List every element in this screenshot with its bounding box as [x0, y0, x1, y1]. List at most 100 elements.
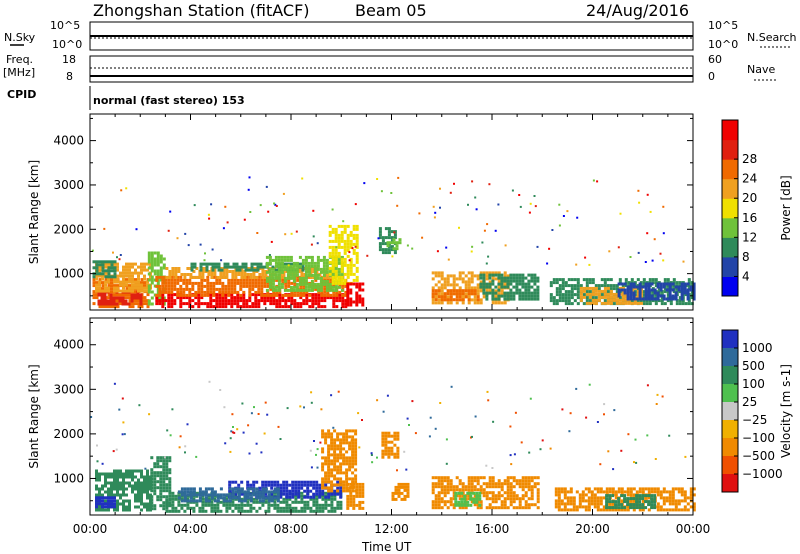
data-cell	[528, 451, 531, 454]
data-cell	[140, 496, 143, 500]
data-cell	[527, 282, 531, 286]
data-cell	[92, 290, 96, 294]
data-cell	[310, 258, 314, 262]
data-cell	[322, 261, 326, 265]
data-cell	[331, 227, 335, 231]
data-cell	[116, 508, 119, 512]
data-cell	[286, 267, 290, 271]
data-cell	[491, 288, 495, 292]
data-cell	[302, 284, 306, 288]
data-cell	[686, 288, 690, 292]
data-cell	[506, 297, 510, 301]
data-cell	[611, 502, 615, 506]
data-cell	[252, 487, 256, 491]
data-cell	[594, 286, 598, 290]
data-cell	[188, 287, 192, 291]
data-cell	[342, 459, 346, 463]
data-cell	[633, 301, 637, 305]
data-cell	[237, 483, 241, 487]
data-cell	[300, 273, 304, 276]
data-cell	[249, 483, 253, 487]
data-cell	[162, 474, 166, 478]
data-cell	[602, 505, 606, 509]
data-cell	[302, 302, 306, 306]
data-cell	[536, 276, 540, 280]
data-cell	[378, 233, 382, 237]
data-cell	[265, 264, 269, 268]
data-cell	[182, 287, 186, 291]
data-cell	[494, 229, 497, 232]
data-cell	[143, 484, 146, 488]
data-cell	[671, 496, 675, 500]
data-cell	[240, 480, 244, 484]
data-cell	[210, 487, 214, 491]
data-cell	[243, 503, 247, 507]
data-cell	[431, 500, 435, 504]
data-cell	[331, 266, 335, 270]
data-cell	[617, 246, 620, 249]
data-cell	[641, 506, 645, 510]
data-cell	[204, 496, 208, 500]
data-cell	[338, 296, 342, 300]
data-cell	[251, 293, 255, 297]
data-region	[431, 289, 480, 302]
data-cell	[321, 494, 325, 498]
data-cell	[287, 281, 291, 285]
data-cell	[316, 466, 319, 469]
data-cell	[626, 500, 630, 504]
data-cell	[680, 291, 684, 295]
data-cell	[134, 280, 137, 284]
data-cell	[455, 488, 459, 492]
data-cell	[185, 278, 189, 282]
data-cell	[439, 206, 441, 209]
data-cell	[491, 297, 495, 301]
data-cell	[146, 478, 149, 482]
data-cell	[268, 276, 272, 280]
data-cell	[120, 189, 123, 192]
data-cell	[281, 293, 285, 297]
data-cell	[104, 262, 107, 266]
data-cell	[497, 286, 501, 290]
data-cell	[479, 285, 483, 289]
data-cell	[668, 508, 672, 512]
data-cell	[576, 290, 580, 294]
data-cell	[162, 266, 166, 270]
data-cell	[227, 293, 231, 297]
data-cell	[174, 494, 178, 498]
data-cell	[95, 499, 98, 503]
data-cell	[197, 302, 201, 306]
data-cell	[277, 264, 281, 268]
data-cell	[321, 503, 325, 507]
data-cell	[159, 465, 163, 469]
data-cell	[211, 265, 215, 269]
data-cell	[306, 489, 310, 493]
colorbar-frame	[721, 329, 739, 493]
data-cell	[95, 493, 98, 497]
data-cell	[204, 503, 208, 507]
data-cell	[95, 272, 99, 276]
data-cell	[221, 290, 225, 294]
data-cell	[270, 490, 274, 494]
data-cell	[315, 494, 319, 498]
data-cell	[131, 280, 134, 284]
data-cell	[320, 305, 324, 309]
data-cell	[171, 270, 175, 273]
data-cell	[327, 474, 331, 478]
y-tick-label: 4000	[53, 338, 84, 352]
colorbar-tick-label: 8	[742, 250, 750, 264]
data-cell	[235, 268, 239, 272]
data-cell	[228, 496, 232, 500]
data-cell	[128, 293, 132, 297]
data-cell	[197, 305, 201, 309]
data-cell	[343, 263, 347, 267]
data-cell	[110, 278, 114, 282]
data-cell	[608, 490, 612, 494]
data-cell	[131, 487, 134, 491]
data-cell	[113, 266, 117, 270]
data-cell	[306, 503, 310, 507]
data-cell	[106, 299, 110, 303]
data-cell	[403, 488, 407, 492]
data-cell	[159, 498, 163, 502]
data-cell	[524, 503, 528, 507]
